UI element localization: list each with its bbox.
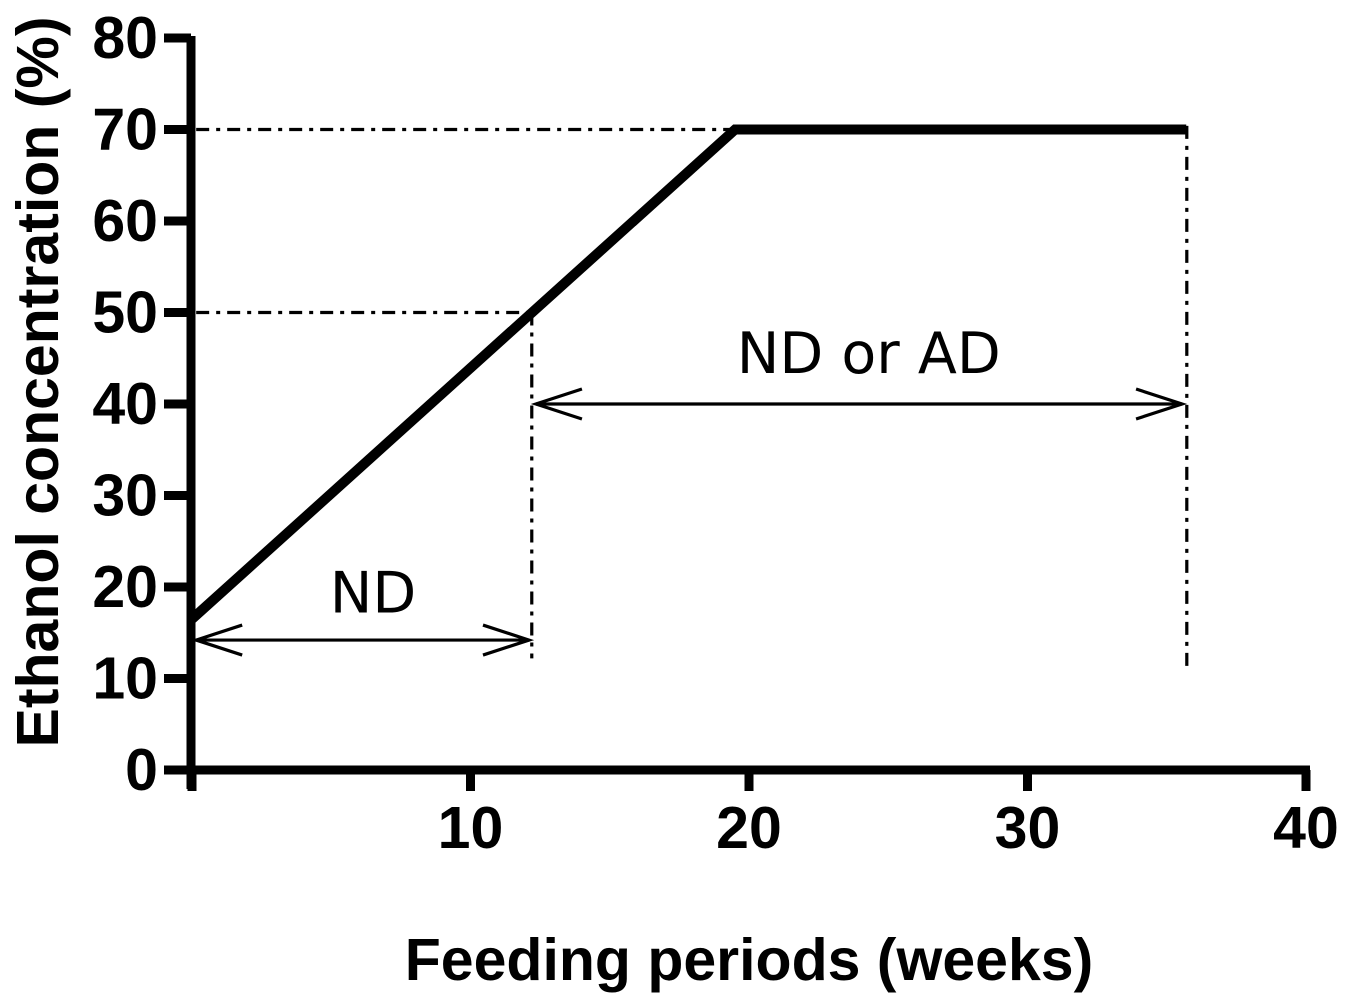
y-tick-label-50: 50 xyxy=(92,280,158,346)
y-tick-label-0: 0 xyxy=(125,737,158,803)
y-tick-label-80: 80 xyxy=(92,5,158,71)
x-tick-label-40: 40 xyxy=(1273,795,1339,861)
x-tick-label-30: 30 xyxy=(995,795,1061,861)
arrowhead-left-nd-span xyxy=(191,623,243,657)
y-tick-label-10: 10 xyxy=(92,646,158,712)
x-tick-label-10: 10 xyxy=(438,795,504,861)
y-tick-label-70: 70 xyxy=(92,97,158,163)
y-tick-label-40: 40 xyxy=(92,371,158,437)
x-axis-title: Feeding periods (weeks) xyxy=(405,927,1094,993)
annotation-nd-label: ND xyxy=(330,561,417,627)
y-axis-title: Ethanol concentration (%) xyxy=(5,17,71,748)
y-tick-label-30: 30 xyxy=(92,463,158,529)
annotation-nd-or-ad-label: ND or AD xyxy=(737,321,1001,387)
y-tick-label-60: 60 xyxy=(92,188,158,254)
arrowhead-right-nd-or-ad-span xyxy=(1135,387,1188,421)
arrowhead-left-nd-or-ad-span xyxy=(530,387,583,421)
arrowhead-right-nd-span xyxy=(482,623,535,657)
x-tick-label-20: 20 xyxy=(716,795,782,861)
data-line-ethanol-concentration xyxy=(188,124,1187,623)
y-tick-label-20: 20 xyxy=(92,554,158,620)
